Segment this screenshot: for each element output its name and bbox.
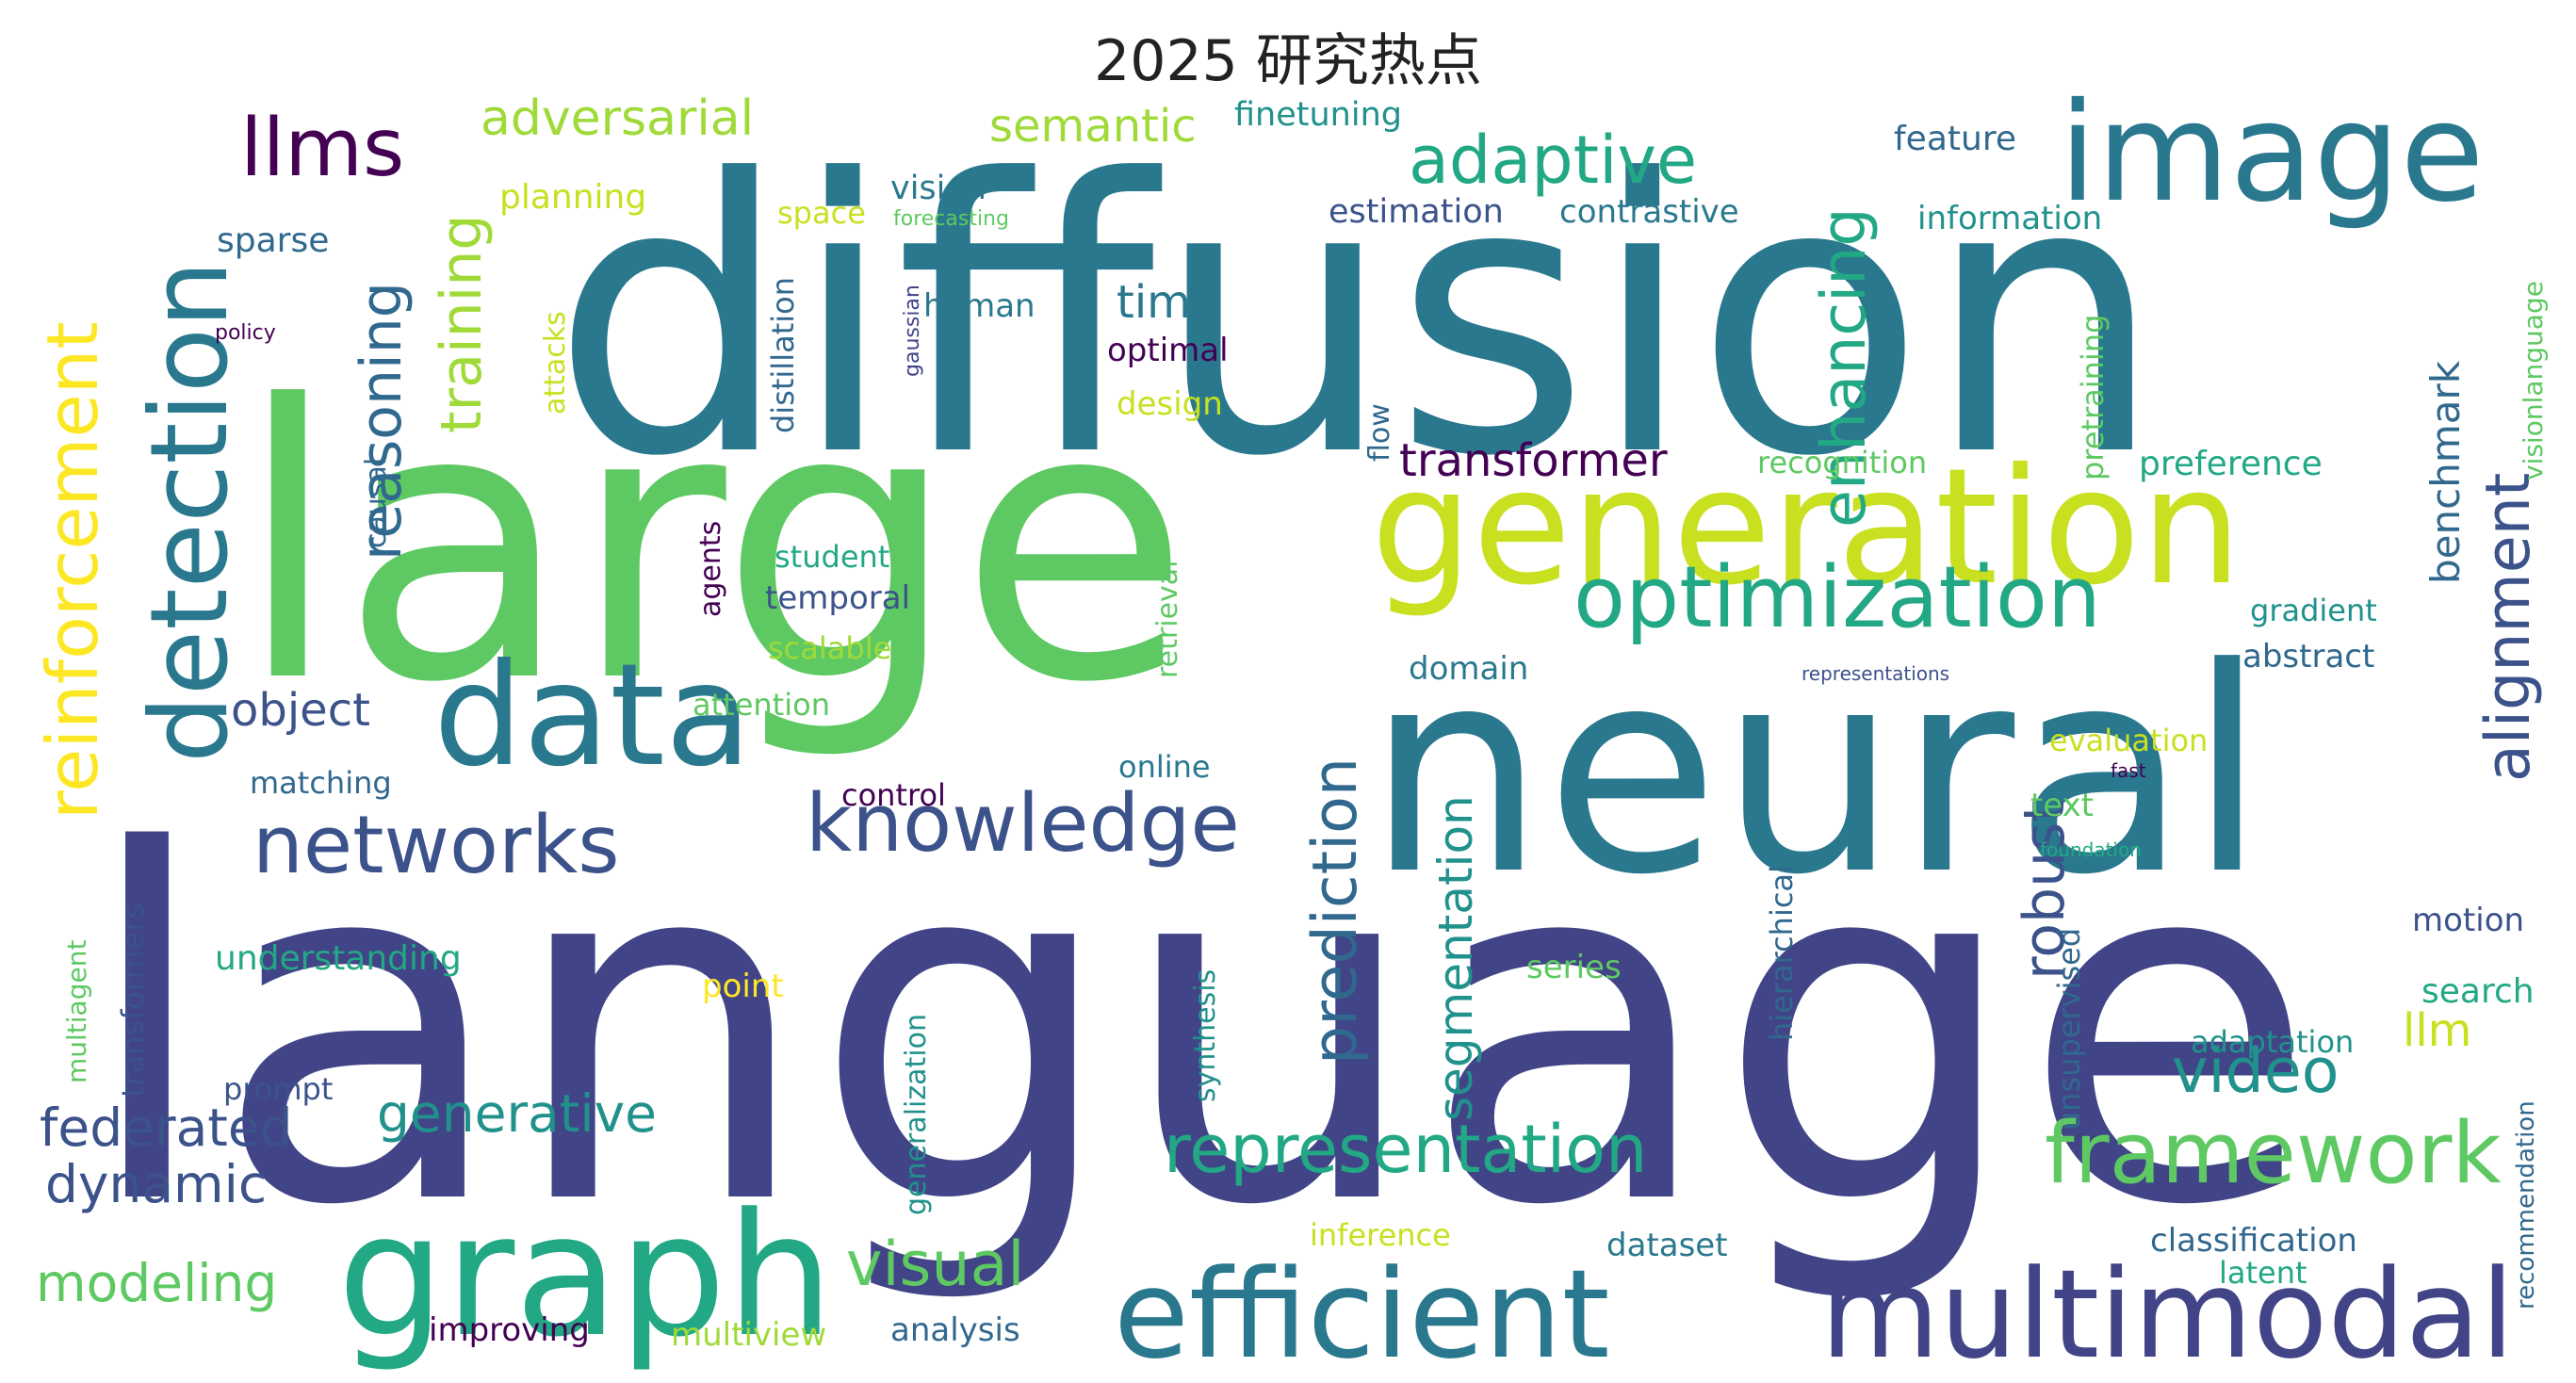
word-modeling: modeling bbox=[36, 1253, 278, 1313]
word-human: human bbox=[923, 287, 1035, 325]
word-generalization: generalization bbox=[900, 1014, 933, 1215]
word-efficient: efficient bbox=[1114, 1243, 1610, 1383]
word-sparse: sparse bbox=[217, 221, 330, 260]
word-optimization: optimization bbox=[1573, 548, 2101, 647]
word-multiagent: multiagent bbox=[61, 939, 92, 1083]
word-matching: matching bbox=[250, 765, 392, 801]
word-foundation: foundation bbox=[2040, 838, 2142, 861]
word-forecasting: forecasting bbox=[893, 207, 1009, 231]
word-adaptation: adaptation bbox=[2191, 1024, 2355, 1060]
word-visionlanguage: visionlanguage bbox=[2518, 281, 2549, 480]
word-vision: vision bbox=[890, 170, 986, 207]
word-generation: generation bbox=[1371, 434, 2242, 621]
word-prompt: prompt bbox=[223, 1071, 334, 1107]
word-pretraining: pretraining bbox=[2075, 314, 2111, 480]
word-knowledge: knowledge bbox=[806, 777, 1240, 870]
word-text: text bbox=[2030, 787, 2095, 824]
word-video: video bbox=[2172, 1036, 2340, 1107]
word-scalable: scalable bbox=[768, 630, 892, 666]
word-student: student bbox=[774, 539, 890, 575]
word-generative: generative bbox=[377, 1083, 657, 1144]
word-inference: inference bbox=[1310, 1217, 1451, 1253]
word-search: search bbox=[2421, 972, 2535, 1011]
word-visual: visual bbox=[846, 1229, 1025, 1300]
word-space: space bbox=[777, 195, 866, 231]
word-recognition: recognition bbox=[1757, 445, 1928, 480]
word-retrieval: retrieval bbox=[1151, 560, 1184, 679]
word-causal: causal bbox=[360, 457, 393, 548]
word-domain: domain bbox=[1409, 650, 1529, 688]
word-recommendation: recommendation bbox=[2512, 1100, 2540, 1310]
word-control: control bbox=[841, 777, 946, 813]
word-large: large bbox=[236, 327, 1191, 765]
word-federated: federated bbox=[40, 1098, 293, 1158]
word-gradient: gradient bbox=[2250, 593, 2377, 628]
word-training: training bbox=[429, 214, 495, 433]
word-reinforcement: reinforcement bbox=[31, 321, 114, 820]
word-fast: fast bbox=[2111, 759, 2146, 782]
word-gaussian: gaussian bbox=[901, 285, 924, 377]
word-representations: representations bbox=[1802, 662, 1950, 685]
word-finetuning: finetuning bbox=[1234, 96, 1402, 134]
word-prediction: prediction bbox=[1300, 757, 1371, 1065]
word-synthesis: synthesis bbox=[1189, 968, 1222, 1102]
word-llm: llm bbox=[2403, 1004, 2472, 1057]
word-series: series bbox=[1526, 949, 1622, 986]
word-image: image bbox=[2059, 73, 2485, 233]
word-analysis: analysis bbox=[890, 1311, 1020, 1349]
word-information: information bbox=[1917, 200, 2103, 237]
word-attention: attention bbox=[693, 687, 830, 723]
word-distillation: distillation bbox=[765, 277, 801, 433]
word-llms: llms bbox=[240, 102, 405, 195]
word-planning: planning bbox=[499, 178, 647, 217]
word-abstract: abstract bbox=[2242, 638, 2375, 675]
word-unsupervised: unsupervised bbox=[2051, 927, 2087, 1131]
word-framework: framework bbox=[2045, 1104, 2502, 1203]
word-multimodal: multimodal bbox=[1820, 1243, 2515, 1383]
word-object: object bbox=[231, 684, 370, 737]
word-preference: preference bbox=[2139, 445, 2323, 483]
word-graph: graph bbox=[337, 1178, 834, 1375]
word-transformers: transformers bbox=[115, 903, 151, 1098]
word-multiview: multiview bbox=[671, 1316, 827, 1354]
word-online: online bbox=[1118, 749, 1211, 785]
word-dynamic: dynamic bbox=[45, 1154, 268, 1214]
word-alignment: alignment bbox=[2473, 472, 2544, 782]
word-feature: feature bbox=[1894, 120, 2016, 158]
word-data: data bbox=[433, 634, 752, 798]
word-segmentation: segmentation bbox=[1428, 795, 1483, 1121]
word-dataset: dataset bbox=[1606, 1227, 1728, 1264]
word-latent: latent bbox=[2219, 1255, 2307, 1291]
word-transformer: transformer bbox=[1399, 434, 1668, 487]
word-networks: networks bbox=[253, 799, 620, 892]
word-classification: classification bbox=[2150, 1222, 2357, 1260]
word-optimal: optimal bbox=[1107, 332, 1229, 369]
word-estimation: estimation bbox=[1329, 193, 1504, 231]
word-adversarial: adversarial bbox=[481, 90, 755, 147]
word-understanding: understanding bbox=[215, 939, 462, 978]
word-contrastive: contrastive bbox=[1559, 193, 1739, 231]
word-semantic: semantic bbox=[989, 100, 1197, 153]
word-improving: improving bbox=[429, 1311, 590, 1349]
word-temporal: temporal bbox=[765, 579, 911, 617]
word-design: design bbox=[1117, 385, 1223, 423]
word-policy: policy bbox=[215, 321, 276, 345]
word-time: time bbox=[1117, 276, 1219, 329]
chart-title: 2025 研究热点 bbox=[1094, 28, 1482, 94]
word-diffusion: diffusion bbox=[551, 101, 2164, 539]
word-adaptive: adaptive bbox=[1409, 122, 1698, 199]
word-evaluation: evaluation bbox=[2049, 723, 2209, 758]
word-agents: agents bbox=[694, 520, 727, 617]
word-language: language bbox=[80, 752, 2318, 1310]
word-flow: flow bbox=[1363, 403, 1396, 462]
word-point: point bbox=[702, 968, 784, 1005]
word-motion: motion bbox=[2412, 902, 2525, 939]
word-attacks: attacks bbox=[539, 311, 572, 415]
word-representation: representation bbox=[1164, 1111, 1648, 1188]
word-benchmark: benchmark bbox=[2422, 360, 2469, 584]
word-neural: neural bbox=[1366, 608, 2267, 936]
word-hierarchical: hierarchical bbox=[1764, 865, 1800, 1041]
